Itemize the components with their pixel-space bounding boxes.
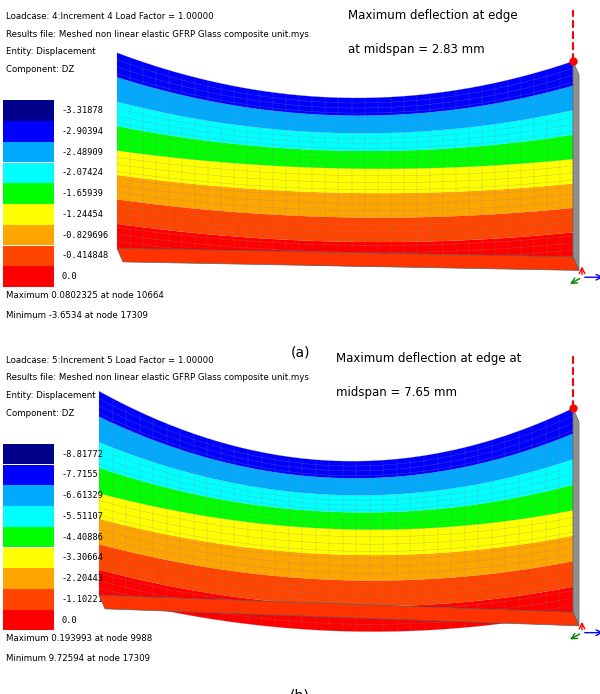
Bar	[3, 101, 54, 121]
Text: -4.40886: -4.40886	[61, 532, 103, 541]
Polygon shape	[117, 126, 573, 169]
Bar	[3, 142, 54, 162]
Text: -7.7155: -7.7155	[61, 471, 98, 480]
Polygon shape	[117, 224, 573, 266]
Polygon shape	[99, 570, 573, 632]
Polygon shape	[117, 53, 573, 116]
Polygon shape	[117, 151, 573, 193]
Text: Entity: Displacement: Entity: Displacement	[6, 47, 95, 56]
Text: Maximum deflection at edge: Maximum deflection at edge	[348, 8, 518, 22]
Bar	[3, 121, 54, 142]
Text: at midspan = 2.83 mm: at midspan = 2.83 mm	[348, 42, 485, 56]
Bar	[3, 589, 54, 609]
Text: (b): (b)	[290, 688, 310, 694]
Polygon shape	[117, 175, 573, 218]
Bar	[3, 183, 54, 204]
Bar	[3, 444, 54, 464]
Bar	[3, 246, 54, 266]
Polygon shape	[117, 77, 573, 133]
Text: -0.414848: -0.414848	[61, 251, 109, 260]
Polygon shape	[573, 61, 579, 271]
Text: Minimum 9.72594 at node 17309: Minimum 9.72594 at node 17309	[6, 654, 150, 663]
Text: midspan = 7.65 mm: midspan = 7.65 mm	[336, 386, 457, 399]
Bar	[3, 548, 54, 568]
Bar	[3, 465, 54, 485]
Bar	[3, 204, 54, 225]
Polygon shape	[99, 442, 573, 512]
Polygon shape	[99, 493, 573, 555]
Text: -1.65939: -1.65939	[61, 189, 103, 198]
Polygon shape	[99, 595, 579, 626]
Polygon shape	[99, 391, 573, 478]
Polygon shape	[573, 408, 579, 626]
Text: Maximum deflection at edge at: Maximum deflection at edge at	[336, 352, 521, 365]
Polygon shape	[99, 468, 573, 530]
Text: Minimum -3.6534 at node 17309: Minimum -3.6534 at node 17309	[6, 310, 148, 319]
Polygon shape	[99, 416, 573, 496]
Text: -3.30664: -3.30664	[61, 553, 103, 562]
Text: -1.24454: -1.24454	[61, 210, 103, 219]
Text: -3.31878: -3.31878	[61, 106, 103, 115]
Polygon shape	[117, 248, 579, 271]
Text: Loadcase: 4:Increment 4 Load Factor = 1.00000: Loadcase: 4:Increment 4 Load Factor = 1.…	[6, 12, 214, 21]
Text: Maximum 0.193993 at node 9988: Maximum 0.193993 at node 9988	[6, 634, 152, 643]
Bar	[3, 527, 54, 548]
Text: 0.0: 0.0	[61, 616, 77, 625]
Text: (a): (a)	[290, 345, 310, 359]
Text: 0.0: 0.0	[61, 272, 77, 281]
Text: -0.829696: -0.829696	[61, 230, 109, 239]
Text: Component: DZ: Component: DZ	[6, 65, 74, 74]
Text: -8.81772: -8.81772	[61, 450, 103, 459]
Text: -5.51107: -5.51107	[61, 512, 103, 521]
Text: Results file: Meshed non linear elastic GFRP Glass composite unit.mys: Results file: Meshed non linear elastic …	[6, 30, 309, 39]
Polygon shape	[99, 518, 573, 581]
Bar	[3, 610, 54, 630]
Text: Loadcase: 5:Increment 5 Load Factor = 1.00000: Loadcase: 5:Increment 5 Load Factor = 1.…	[6, 355, 214, 364]
Bar	[3, 506, 54, 527]
Text: Entity: Displacement: Entity: Displacement	[6, 391, 95, 400]
Text: Results file: Meshed non linear elastic GFRP Glass composite unit.mys: Results file: Meshed non linear elastic …	[6, 373, 309, 382]
Bar	[3, 266, 54, 287]
Text: Component: DZ: Component: DZ	[6, 409, 74, 418]
Bar	[3, 485, 54, 506]
Text: -2.20443: -2.20443	[61, 574, 103, 583]
Text: -1.10221: -1.10221	[61, 595, 103, 604]
Polygon shape	[117, 101, 573, 151]
Bar	[3, 568, 54, 589]
Polygon shape	[99, 544, 573, 606]
Text: -2.90394: -2.90394	[61, 127, 103, 136]
Bar	[3, 162, 54, 183]
Text: -2.48909: -2.48909	[61, 148, 103, 157]
Bar	[3, 225, 54, 245]
Text: -2.07424: -2.07424	[61, 169, 103, 178]
Polygon shape	[117, 199, 573, 242]
Text: -6.61329: -6.61329	[61, 491, 103, 500]
Text: Maximum 0.0802325 at node 10664: Maximum 0.0802325 at node 10664	[6, 291, 164, 300]
